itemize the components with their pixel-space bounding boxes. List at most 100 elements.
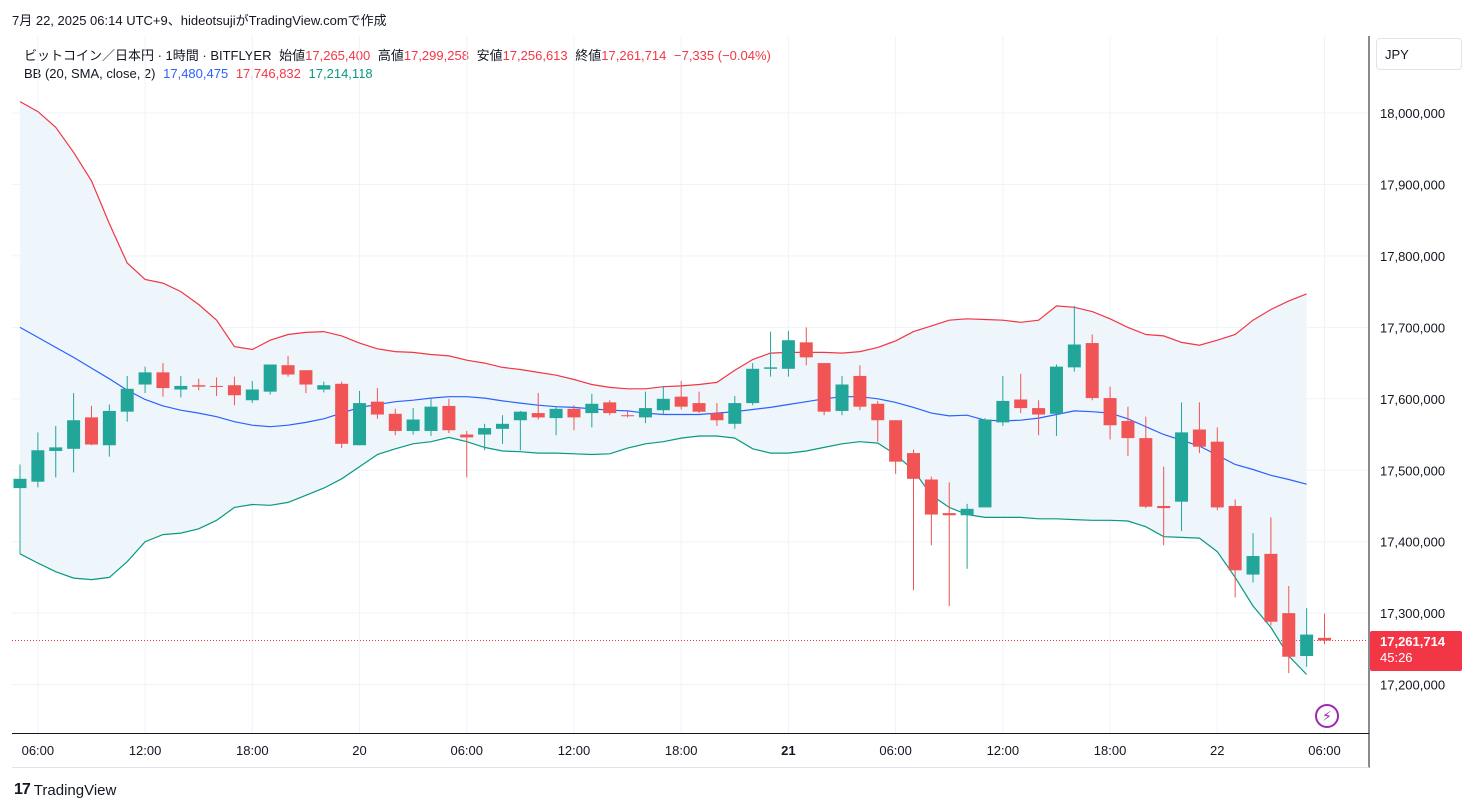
candle-body	[210, 385, 224, 387]
candle-body	[835, 384, 849, 411]
candle-body	[513, 411, 527, 421]
candle-body	[138, 372, 152, 385]
candle-body	[84, 417, 98, 445]
lightning-bolt-icon[interactable]: ⚡	[1315, 704, 1339, 728]
candle-body	[388, 413, 402, 431]
time-tick-label: 18:00	[1094, 743, 1127, 758]
time-tick-label: 20	[352, 743, 366, 758]
candle-body	[1067, 344, 1081, 368]
high-value: 17,299,258	[403, 48, 469, 63]
candle-body	[263, 364, 277, 392]
open-value: 17,265,400	[305, 48, 371, 63]
candle-body	[638, 408, 652, 418]
candle-body	[531, 413, 545, 418]
candle-body	[603, 402, 617, 414]
candle-body	[746, 368, 760, 404]
candle-body	[996, 400, 1010, 423]
time-tick-label: 06:00	[450, 743, 483, 758]
candle-body	[406, 419, 420, 431]
bb-lower-line	[19, 435, 1308, 675]
candle-body	[567, 408, 581, 418]
candle-body	[924, 479, 938, 515]
candle-body	[156, 372, 170, 389]
candle-body	[192, 385, 206, 387]
candle-body	[1049, 366, 1063, 414]
candle-body	[817, 363, 831, 412]
candle-body	[674, 396, 688, 407]
candle-body	[478, 428, 492, 435]
candle-body	[353, 403, 367, 446]
bar-countdown: 45:26	[1380, 650, 1413, 665]
low-value: 17,256,613	[502, 48, 568, 63]
time-tick-label: 18:00	[236, 743, 269, 758]
time-tick-label: 12:00	[129, 743, 162, 758]
candle-body	[1282, 613, 1296, 657]
time-tick-label: 12:00	[558, 743, 591, 758]
candle-body	[299, 370, 313, 385]
candle-body	[871, 403, 885, 421]
time-tick-label: 06:00	[1308, 743, 1341, 758]
last-price-tag: 17,261,714 45:26	[1370, 631, 1462, 671]
currency-button[interactable]: JPY	[1376, 38, 1462, 70]
candle-body	[1300, 634, 1314, 657]
candle-body	[13, 478, 27, 489]
candle-body	[1210, 441, 1224, 508]
time-tick-label: 18:00	[665, 743, 698, 758]
candle-body	[889, 420, 903, 462]
close-label: 終値	[575, 48, 602, 63]
candle-body	[764, 367, 778, 369]
candle-body	[335, 383, 349, 444]
price-tick-label: 17,300,000	[1380, 606, 1445, 621]
candle-body	[31, 450, 45, 482]
candle-body	[728, 403, 742, 424]
candle-body	[1175, 432, 1189, 502]
time-tick-label: 21	[781, 743, 795, 758]
candle-body	[227, 385, 241, 396]
symbol-label[interactable]: ビットコイン／日本円 · 1時間 · BITFLYER	[24, 48, 272, 63]
candle-body	[1318, 637, 1332, 641]
candle-body	[1157, 505, 1171, 509]
tradingview-logo-icon: 17	[14, 781, 31, 798]
candle-body	[317, 385, 331, 390]
candle-body	[67, 420, 81, 449]
candle-body	[442, 405, 456, 431]
last-price-value: 17,261,714	[1380, 634, 1446, 649]
time-tick-label: 12:00	[987, 743, 1020, 758]
tradingview-brand[interactable]: 17 TradingView	[14, 781, 116, 799]
price-tick-label: 17,500,000	[1380, 463, 1445, 478]
candle-body	[1139, 438, 1153, 507]
brand-name: TradingView	[33, 781, 117, 799]
time-tick-label: 06:00	[879, 743, 912, 758]
candle-body	[1085, 343, 1099, 399]
change-value: −7,335 (−0.04%)	[674, 48, 771, 63]
open-label: 始値	[279, 48, 306, 63]
candle-body	[370, 401, 384, 415]
bb-label[interactable]: BB (20, SMA, close, 2)	[24, 66, 156, 81]
price-tick-label: 17,200,000	[1380, 678, 1445, 693]
close-value: 17,261,714	[601, 48, 667, 63]
bb-basis-value: 17,480,475	[163, 66, 229, 81]
price-tick-label: 18,000,000	[1380, 106, 1445, 121]
ohlc-legend: ビットコイン／日本円 · 1時間 · BITFLYER 始値17,265,400…	[24, 45, 775, 64]
candle-body	[621, 415, 635, 417]
price-tick-label: 17,600,000	[1380, 392, 1445, 407]
candle-body	[960, 508, 974, 516]
candle-body	[424, 406, 438, 431]
candle-body	[853, 375, 867, 407]
time-tick-label: 22	[1210, 743, 1224, 758]
candle-body	[1246, 555, 1260, 575]
price-tick-label: 17,400,000	[1380, 535, 1445, 550]
candle-body	[49, 447, 63, 451]
candle-body	[710, 413, 724, 421]
candle-body	[495, 423, 509, 429]
high-label: 高値	[377, 48, 404, 63]
price-tick-label: 17,800,000	[1380, 249, 1445, 264]
candle-body	[978, 419, 992, 508]
low-label: 安値	[476, 48, 503, 63]
candle-body	[1264, 553, 1278, 622]
candle-body	[1014, 399, 1028, 409]
candle-body	[585, 403, 599, 414]
candle-body	[281, 365, 295, 375]
candle-body	[245, 389, 259, 401]
